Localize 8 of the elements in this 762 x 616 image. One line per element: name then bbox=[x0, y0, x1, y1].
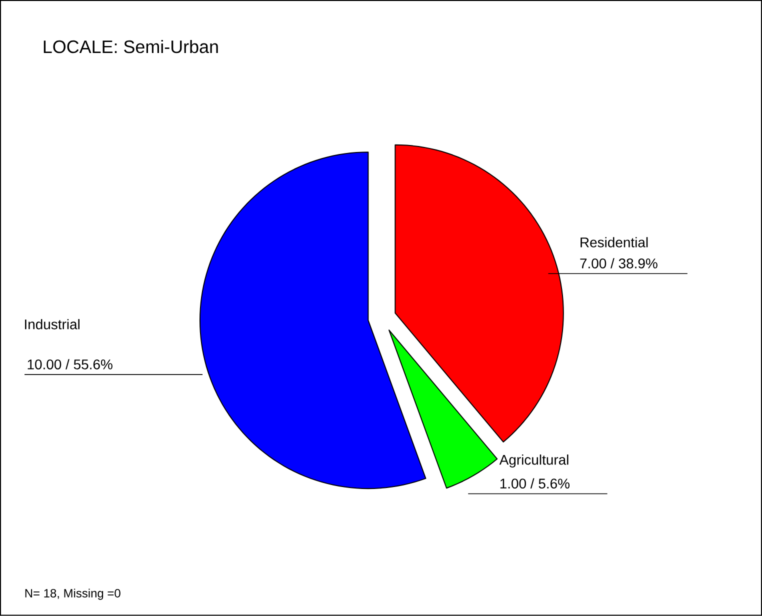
data-label: 10.00 / 55.6% bbox=[28, 359, 112, 370]
slice-label: Agricultural bbox=[499, 454, 568, 468]
chart-title: LOCALE: Semi-Urban bbox=[44, 40, 218, 54]
data-label: 7.00 / 38.9% bbox=[580, 258, 658, 268]
data-label: 1.00 / 5.6% bbox=[500, 478, 570, 489]
text: N= 18, Missing =0 bbox=[25, 588, 120, 600]
slice-label: Industrial bbox=[25, 319, 80, 330]
slice-label: Residential bbox=[580, 237, 648, 248]
